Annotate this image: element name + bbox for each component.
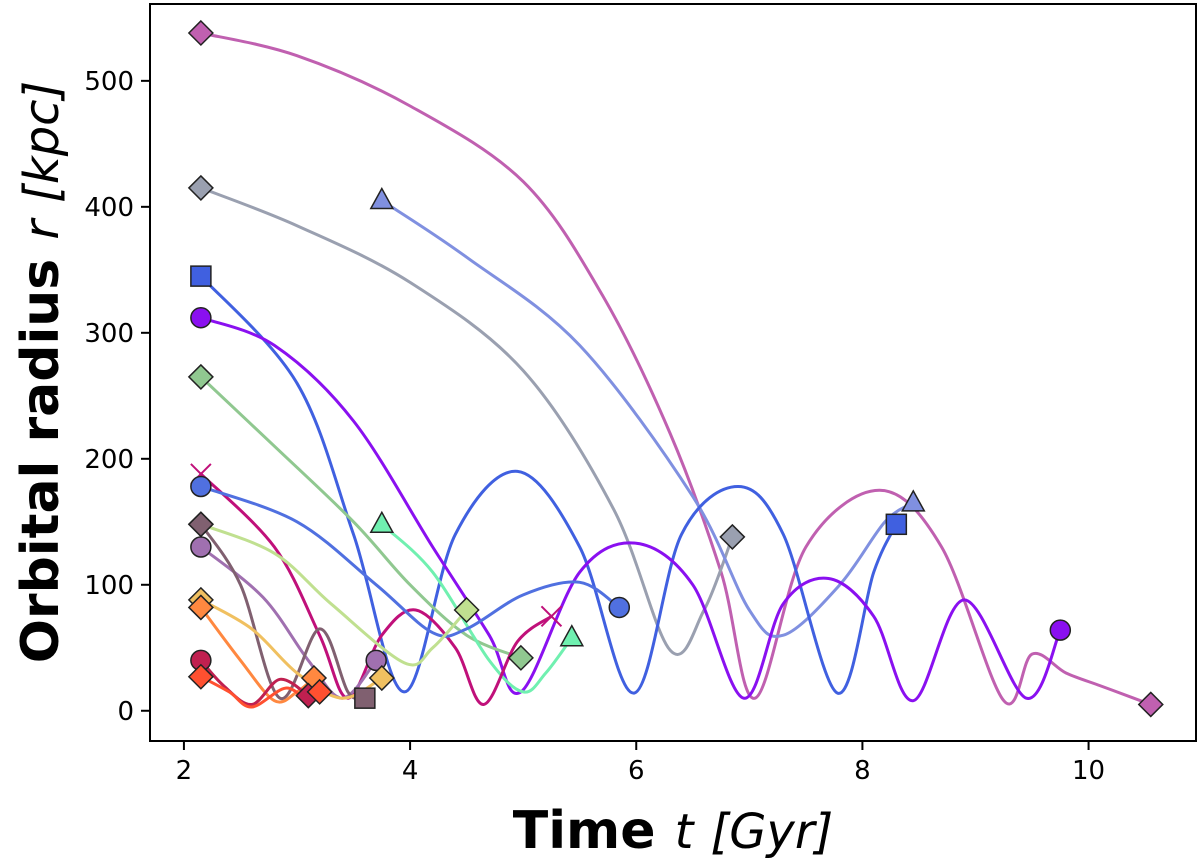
orbit-blue-square-line [199,274,898,695]
orbit-gray-start-marker [187,174,214,201]
orbit-crimson-end-marker [540,605,563,627]
orbit-periwinkle-start-marker [369,186,395,210]
x-tick-label: 4 [402,756,419,786]
x-tick-label: 8 [854,756,871,786]
orbit-dark-red-line [199,658,310,706]
orbit-sage-end-marker [507,644,534,671]
orbit-violet-end-marker [1049,619,1072,641]
x-axis-symbol: t [675,804,696,859]
orbit-red-orange-start-marker [187,663,214,690]
orbit-red-orange-end-marker [306,678,333,705]
orbit-slate-blue-line [199,485,621,638]
y-tick-label: 100 [84,571,134,601]
y-axis-title: Orbital radius r [kpc] [11,81,71,664]
y-tick-label: 300 [84,319,134,349]
y-axis-unit: [kpc] [14,81,70,203]
y-tick-label: 200 [84,445,134,475]
orbit-yellow-green-line [199,522,469,667]
orbit-lavender-line [199,545,378,700]
x-tick-label: 2 [176,756,193,786]
y-tick-label: 0 [117,697,134,727]
orbit-brown-purple-start-marker [187,511,214,538]
orbit-orange-start-marker [187,594,214,621]
marker-layer [187,19,1164,718]
orbit-sage-start-marker [187,363,214,390]
y-axis-label: Orbital radius [11,259,71,664]
orbit-tan-end-marker [368,664,395,692]
x-tick-label: 10 [1072,756,1105,786]
orbit-periwinkle-line [380,199,915,638]
orbit-magenta-large-end-marker [1137,691,1164,718]
orbit-gray-end-marker [719,523,746,550]
orbit-mint-end-marker [559,624,585,647]
orbit-mint-line [380,522,574,694]
orbit-brown-purple-end-marker [354,687,376,709]
y-tick-label: 500 [84,67,134,97]
orbit-blue-square-start-marker [190,265,212,287]
orbit-periwinkle-end-marker [901,489,926,512]
orbit-mint-start-marker [369,510,395,534]
orbit-orange-line [199,606,316,704]
x-axis-title: Time t [Gyr] [513,801,834,859]
orbit-lavender-end-marker [365,649,387,672]
x-tick-label: 6 [628,756,645,786]
orbit-crimson-line [199,472,553,706]
orbit-violet-start-marker [190,306,212,329]
x-axis-label: Time [513,801,656,859]
orbit-yellow-green-end-marker [453,596,480,624]
orbit-sage-line [199,375,523,660]
orbit-magenta-large-line [199,31,1153,706]
plot-frame [149,3,1197,742]
orbit-blue-square-end-marker [885,513,908,536]
orbit-slate-blue-start-marker [190,475,212,498]
orbit-violet-line [199,316,1062,703]
orbit-gray-line [199,186,734,656]
series-layer [199,31,1153,709]
x-axis-unit: [Gyr] [710,804,833,859]
y-axis-symbol: r [14,217,70,240]
y-tick-label: 400 [84,193,134,223]
orbit-magenta-large-start-marker [187,19,214,47]
orbit-lavender-start-marker [190,536,212,558]
orbit-slate-blue-end-marker [608,596,631,619]
